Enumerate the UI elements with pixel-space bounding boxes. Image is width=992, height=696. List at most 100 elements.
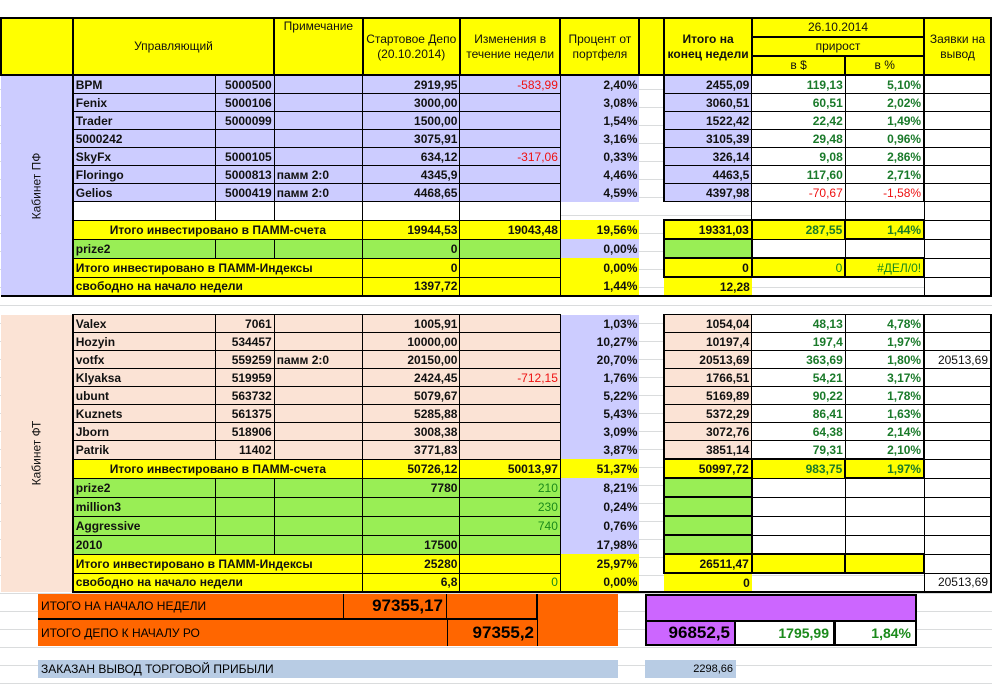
header-growth: прирост <box>750 36 926 57</box>
gap-cell <box>639 573 665 593</box>
empty-cell <box>362 201 461 221</box>
weekly-change <box>459 183 561 202</box>
empty-cell <box>923 553 992 574</box>
manager-id: 563732 <box>215 386 275 405</box>
total-accounts-label: Итого инвестировано в ПАММ-счета <box>72 219 364 240</box>
gain-usd: 29,48 <box>751 129 846 148</box>
total-indexes-gain-usd: 0 <box>750 257 847 278</box>
start-depo: 1500,00 <box>362 111 461 130</box>
gain-pct: 3,17% <box>844 368 926 387</box>
portfolio-pct: 5,43% <box>560 404 640 423</box>
end-of-week: 3072,76 <box>663 422 753 441</box>
spacer-row <box>1 295 991 315</box>
weekly-change <box>459 350 561 369</box>
weekly-change <box>459 129 561 148</box>
end-of-week: 10197,4 <box>663 332 753 351</box>
manager-row: Jborn 518906 3008,38 3,09% 3072,76 64,38 2,14% <box>1 422 992 441</box>
gap-cell <box>639 535 664 554</box>
withdraw-request <box>923 74 992 94</box>
weekly-change: -583,99 <box>459 74 561 94</box>
end-of-week: 1054,04 <box>663 314 753 333</box>
empty-cell <box>844 496 925 517</box>
manager-id: 5000500 <box>215 74 275 94</box>
end-of-week: 4463,5 <box>663 165 753 184</box>
start-depo: 2424,45 <box>362 368 461 387</box>
index-change: 740 <box>459 515 561 536</box>
start-depo: 3000,00 <box>362 93 461 112</box>
gap-cell <box>639 202 664 221</box>
index-name: million3 <box>72 496 217 517</box>
manager-name: Fenix <box>72 93 217 112</box>
empty-cell <box>215 515 275 536</box>
gap-cell <box>639 405 664 423</box>
gap-cell <box>639 459 664 478</box>
gap-cell <box>639 387 664 405</box>
empty-cell <box>273 534 364 555</box>
gain-usd: 9,08 <box>751 147 846 166</box>
empty-cell <box>215 496 275 517</box>
total-pct: 19,56% <box>560 220 640 239</box>
gap-cell <box>638 17 666 76</box>
weekly-change <box>459 314 561 333</box>
header-start: Стартовое Депо (20.10.2014) <box>361 17 461 76</box>
manager-name: Patrik <box>72 440 217 460</box>
manager-id: 559259 <box>215 350 275 369</box>
total-accounts-row: Итого инвестировано в ПАММ-счета 19944,53… <box>1 219 992 240</box>
withdraw-request <box>923 422 992 441</box>
gain-pct: 2,10% <box>844 440 926 460</box>
manager-row: 5000242 3075,91 3,16% 3105,39 29,48 0,96% <box>1 129 992 148</box>
corner-cell <box>0 17 74 76</box>
total-indexes-row: Итого инвестировано в ПАММ-Индексы 25280 2… <box>1 553 992 574</box>
empty-cell <box>844 515 925 536</box>
gain-usd: 117,60 <box>751 165 846 184</box>
total-pct: 51,37% <box>560 459 640 478</box>
index-name: prize2 <box>72 238 217 259</box>
index-start <box>362 496 461 517</box>
gap-cell <box>639 351 664 369</box>
weekly-change <box>459 386 561 405</box>
weekly-change: -317,06 <box>459 147 561 166</box>
total-end: 50997,72 <box>663 458 753 479</box>
total-gain-usd: 1795,99 <box>736 620 835 646</box>
empty-cell <box>923 477 992 498</box>
withdraw-request <box>923 165 992 184</box>
total-indexes-start: 0 <box>362 257 461 278</box>
depo-value: 97355,2 <box>447 620 537 646</box>
header-in-pct: в % <box>844 55 926 76</box>
manager-id: 518906 <box>215 422 275 441</box>
gain-pct: -1,58% <box>844 183 926 202</box>
start-depo: 20150,00 <box>362 350 461 369</box>
gap-cell <box>639 130 664 148</box>
manager-name: Floringo <box>72 165 217 184</box>
weekly-change <box>459 440 561 460</box>
gap-cell <box>639 554 664 573</box>
start-depo: 3008,38 <box>362 422 461 441</box>
manager-id: 5000419 <box>215 183 275 202</box>
manager-row: Patrik 11402 3771,83 3,87% 3851,14 79,31 2,10% <box>1 440 992 460</box>
free-pct: 1,44% <box>560 277 640 297</box>
empty-cell <box>273 496 364 517</box>
end-of-week: 5169,89 <box>663 386 753 405</box>
manager-note <box>273 111 364 130</box>
manager-note <box>273 332 364 351</box>
gain-usd: 90,22 <box>751 386 846 405</box>
gain-pct: 2,71% <box>844 165 926 184</box>
start-depo: 5285,88 <box>362 404 461 423</box>
portfolio-pct: 3,08% <box>560 93 640 112</box>
divider <box>537 594 538 646</box>
manager-note <box>273 386 364 405</box>
gap-cell <box>639 239 664 258</box>
index-end <box>663 477 753 498</box>
summary-orange-bg <box>38 594 618 646</box>
portfolio-pct: 20,70% <box>560 350 640 369</box>
empty-cell <box>923 458 992 479</box>
gain-usd: 197,4 <box>751 332 846 351</box>
weekly-change <box>459 332 561 351</box>
gain-pct: 2,14% <box>844 422 926 441</box>
total-indexes-label: Итого инвестировано в ПАММ-Индексы <box>72 553 364 574</box>
total-indexes-pct: 25,97% <box>560 554 640 573</box>
end-of-week: 20513,69 <box>663 350 753 369</box>
manager-id: 5000099 <box>215 111 275 130</box>
header-pct: Процент от портфеля <box>559 17 641 76</box>
manager-name: Kuznets <box>72 404 217 423</box>
